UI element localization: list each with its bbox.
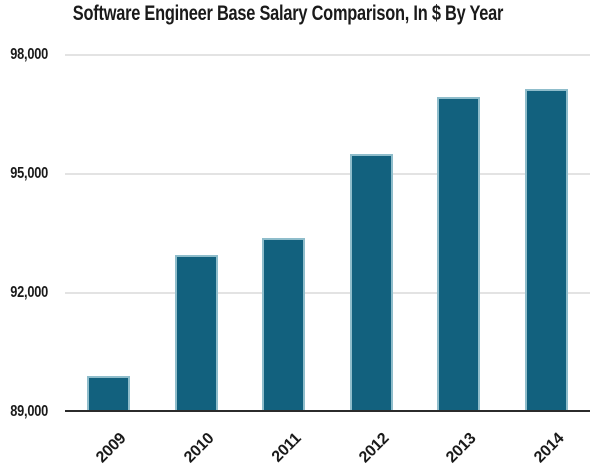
plot-area — [65, 54, 590, 412]
x-tick-label-2010: 2010 — [180, 430, 218, 467]
bar-2012 — [349, 154, 393, 412]
gridline-95000 — [65, 173, 590, 175]
y-tick-label-1: 92,000 — [10, 284, 48, 301]
x-axis-line — [65, 410, 590, 412]
gridline-98000 — [65, 54, 590, 56]
x-tick-label-2009: 2009 — [93, 430, 130, 467]
x-tick-label-2012: 2012 — [355, 430, 393, 467]
x-tick-label-2013: 2013 — [443, 430, 480, 467]
y-tick-label-2: 95,000 — [10, 165, 48, 182]
bar-2010 — [174, 255, 218, 412]
y-tick-label-3: 98,000 — [10, 46, 48, 63]
chart-title: Software Engineer Base Salary Comparison… — [72, 2, 504, 25]
bar-2009 — [87, 376, 131, 412]
bar-2011 — [262, 237, 306, 412]
x-tick-label-2011: 2011 — [269, 430, 305, 466]
gridline-92000 — [65, 292, 590, 294]
bar-2014 — [524, 88, 568, 412]
bar-2013 — [437, 96, 481, 412]
y-tick-label-0: 89,000 — [10, 403, 48, 420]
x-tick-label-2014: 2014 — [530, 430, 568, 467]
